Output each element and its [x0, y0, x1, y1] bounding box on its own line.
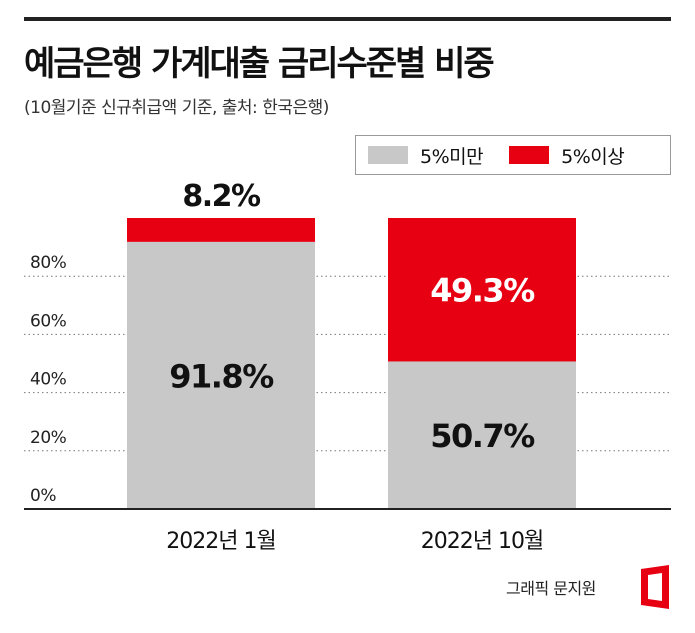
x-tick-label-0: 2022년 1월 — [166, 529, 275, 554]
data-label-1-1: 49.3% — [430, 272, 535, 310]
legend-swatch-under5 — [368, 146, 408, 164]
data-label-0-1: 8.2% — [182, 179, 261, 214]
y-tick-label-40: 40% — [30, 370, 67, 390]
legend-swatch-over5 — [509, 146, 550, 164]
legend: 5%미만 5%이상 — [355, 135, 671, 175]
legend-item-over5: 5%이상 — [509, 142, 625, 169]
legend-label-under5: 5%미만 — [420, 145, 484, 168]
y-tick-label-0: 0% — [30, 486, 56, 506]
bar-1-series-1 — [388, 218, 576, 362]
chart-subtitle: (10월기준 신규취급액 기준, 출처: 한국은행) — [24, 98, 329, 118]
data-label-0-0: 91.8% — [169, 357, 274, 395]
data-label-1-0: 50.7% — [430, 417, 535, 455]
news-logo-icon — [641, 565, 669, 609]
legend-label-over5: 5%이상 — [561, 145, 625, 168]
top-rule — [24, 17, 671, 21]
chart-title: 예금은행 가계대출 금리수준별 비중 — [24, 44, 495, 84]
y-tick-label-80: 80% — [30, 253, 67, 273]
bar-0-series-1 — [127, 218, 315, 242]
legend-item-under5: 5%미만 — [368, 142, 484, 169]
credit: 그래픽 문지원 — [506, 579, 596, 598]
bar-1-series-0 — [388, 361, 576, 509]
y-tick-label-60: 60% — [30, 311, 67, 331]
x-tick-label-1: 2022년 10월 — [421, 529, 543, 554]
bar-0-series-0 — [127, 241, 315, 509]
y-tick-label-20: 20% — [30, 428, 67, 448]
